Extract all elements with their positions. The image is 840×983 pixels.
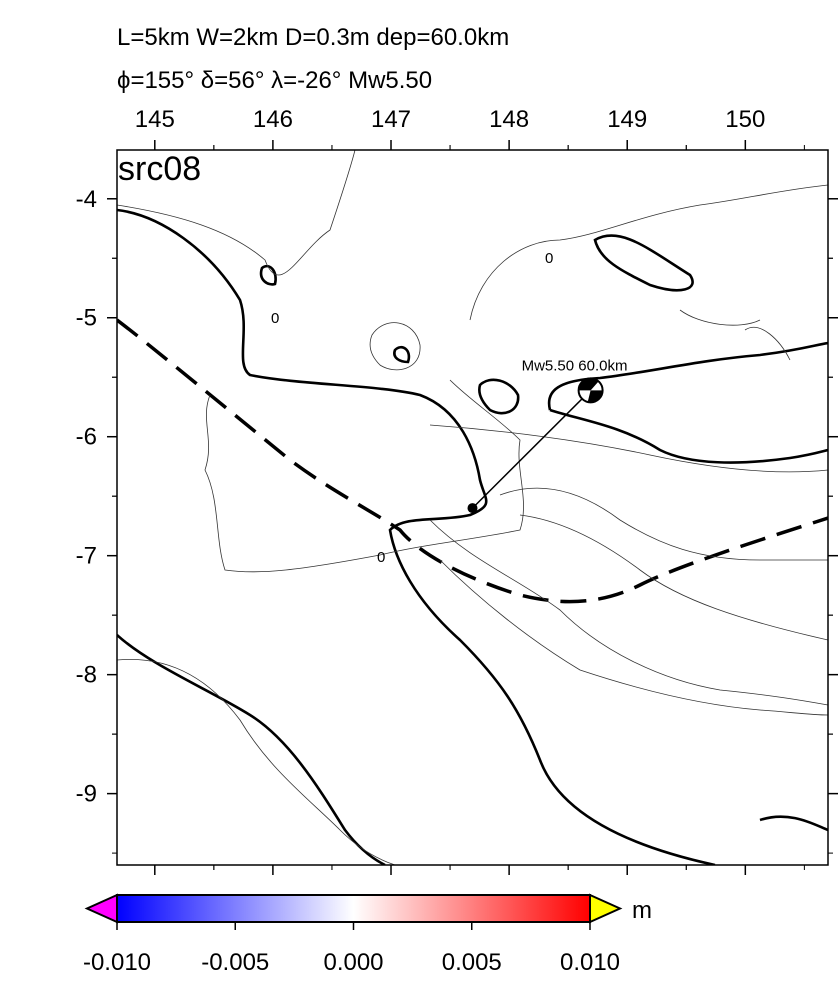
contour-label: 0: [377, 549, 385, 566]
panel-label: src08: [118, 150, 201, 188]
contour-label: 0: [271, 310, 279, 327]
colorbar: [116, 894, 591, 923]
fault-point: [467, 503, 478, 514]
colorbar-tick-label: 0.010: [560, 949, 620, 976]
coastline: [117, 634, 386, 865]
contour: [499, 487, 828, 561]
contour-label: 0: [545, 250, 553, 267]
x-tick-label: 150: [725, 106, 765, 133]
coastline: [478, 378, 520, 415]
title: L=5km W=2km D=0.3m dep=60.0km: [117, 24, 509, 51]
colorbar-tick-label: 0.000: [323, 949, 383, 976]
fault-line: [471, 389, 592, 509]
colorbar-unit: m: [632, 897, 652, 924]
epicenter-label: Mw5.50 60.0km: [522, 357, 628, 374]
coastline: [593, 234, 694, 292]
contour: [679, 309, 791, 361]
y-tick-label: -8: [76, 662, 97, 689]
coastline: [259, 264, 277, 286]
coastline: [759, 815, 828, 832]
contour: [117, 658, 396, 865]
contour: [429, 424, 828, 473]
colorbar-tick-label: -0.010: [83, 949, 151, 976]
map-features: [117, 150, 828, 865]
trench: [117, 318, 828, 604]
contour: [204, 379, 524, 573]
x-tick-label: 146: [253, 106, 293, 133]
x-tick-label: 145: [135, 106, 175, 133]
y-tick-label: -6: [76, 424, 97, 451]
coastline: [393, 345, 411, 364]
y-tick-label: -4: [76, 186, 97, 213]
contour: [469, 184, 828, 321]
coastline: [117, 208, 716, 865]
contour: [369, 322, 421, 371]
contour: [519, 514, 828, 641]
x-tick-label: 149: [607, 106, 647, 133]
contour: [439, 559, 828, 716]
colorbar-tick-label: 0.005: [442, 949, 502, 976]
colorbar-tick-label: -0.005: [201, 949, 269, 976]
contour: [429, 519, 828, 706]
map-frame: [116, 149, 829, 866]
colorbar-under: [84, 893, 118, 924]
x-tick-label: 147: [371, 106, 411, 133]
y-tick-label: -7: [76, 543, 97, 570]
coastline: [549, 408, 828, 464]
focal-mechanism: [578, 378, 603, 403]
contour: [117, 150, 356, 276]
colorbar-over: [589, 893, 623, 924]
x-tick-label: 148: [489, 106, 529, 133]
coastline: [547, 341, 828, 411]
y-tick-label: -9: [76, 781, 97, 808]
y-tick-label: -5: [76, 305, 97, 332]
subtitle: ϕ=155° δ=56° λ=-26° Mw5.50: [117, 67, 432, 94]
